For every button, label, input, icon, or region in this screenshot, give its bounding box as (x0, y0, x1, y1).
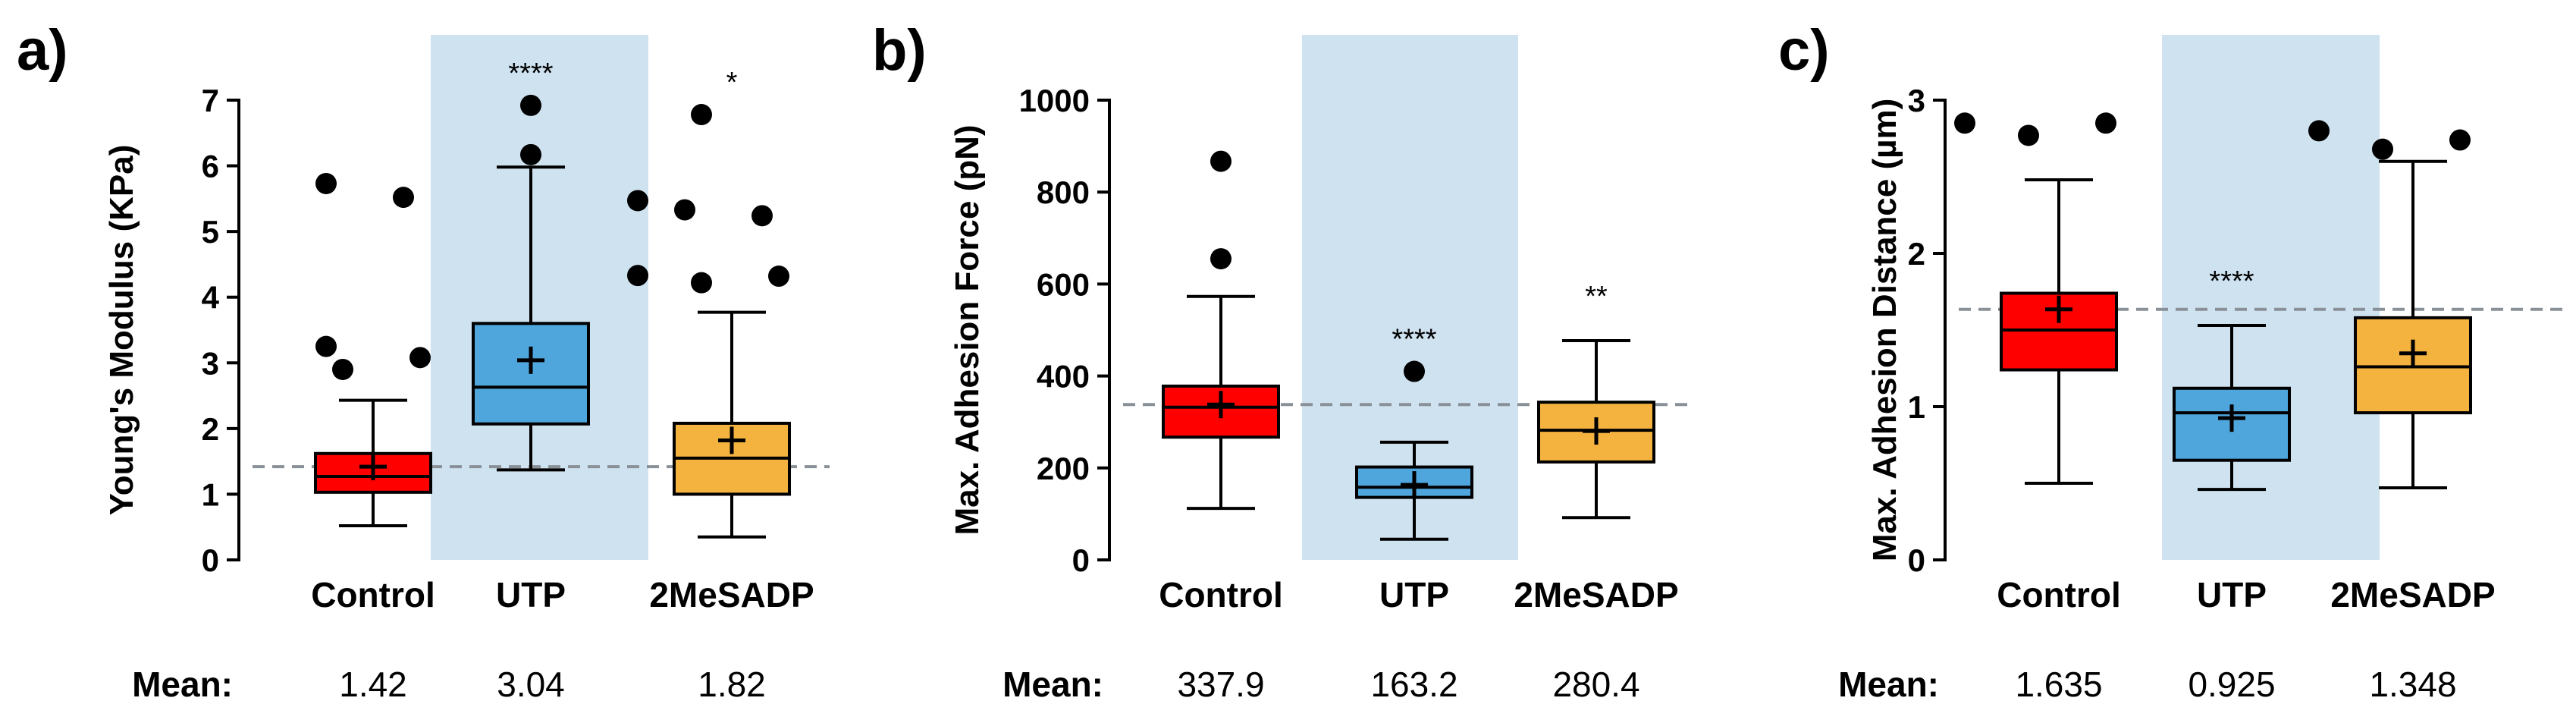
y-tick-label: 0 (1908, 542, 1925, 578)
y-tick-label: 1 (1908, 389, 1925, 425)
outlier-point (520, 143, 541, 165)
y-axis-title: Max. Adhesion Distance (µm) (1866, 99, 1903, 562)
panel-2: b) 0 200 400 600 800 1000 Max. Adhesion Force (… (872, 18, 1695, 704)
x-category-label: 2MeSADP (2330, 575, 2495, 615)
significance-label: **** (2209, 266, 2254, 297)
outlier-point (2095, 112, 2116, 134)
mean-value: 1.635 (2015, 665, 2102, 704)
outlier-point (2372, 138, 2393, 160)
outlier-point (1954, 112, 1975, 134)
outlier-point (2018, 124, 2039, 146)
outlier-point (691, 272, 712, 294)
y-axis-title: Max. Adhesion Force (pN) (949, 124, 986, 535)
y-axis-title: Young's Modulus (KPa) (103, 145, 140, 516)
y-tick-label: 400 (1037, 359, 1090, 395)
mean-value: 337.9 (1177, 665, 1264, 704)
outlier-point (1210, 248, 1232, 270)
outlier-point (315, 172, 337, 194)
x-category-label: UTP (2197, 575, 2267, 615)
panel-letter: c) (1778, 18, 1830, 83)
outlier-point (691, 104, 712, 126)
x-category-label: Control (1159, 575, 1283, 615)
box-2mesadp (2308, 120, 2472, 490)
y-tick-label: 0 (1072, 542, 1090, 578)
mean-row-label: Mean: (1002, 665, 1103, 704)
x-category-label: Control (311, 575, 435, 615)
mean-row-label: Mean: (1838, 665, 1939, 704)
y-tick-label: 600 (1037, 266, 1090, 302)
outlier-point (768, 266, 789, 288)
significance-label: ** (1585, 281, 1608, 313)
outlier-point (674, 199, 695, 221)
outlier-point (332, 358, 353, 380)
y-tick-label: 6 (202, 149, 219, 184)
significance-label: * (726, 67, 738, 99)
outlier-point (751, 205, 773, 227)
box-utp: **** (1355, 324, 1473, 541)
mean-value: 3.04 (497, 665, 565, 704)
mean-row-label: Mean: (132, 665, 233, 704)
outlier-point (2449, 129, 2471, 151)
box-control (1162, 150, 1280, 511)
outlier-point (1210, 150, 1232, 172)
y-tick-label: 3 (202, 345, 219, 381)
y-tick-label: 4 (202, 280, 220, 316)
x-category-label: 2MeSADP (1514, 575, 1678, 615)
outlier-point (393, 187, 414, 209)
y-tick-label: 2 (202, 411, 219, 447)
significance-label: **** (1392, 324, 1436, 356)
y-tick-label: 1000 (1019, 83, 1090, 118)
outlier-point (627, 190, 648, 212)
mean-value: 1.82 (698, 665, 766, 704)
outlier-point (315, 335, 337, 357)
x-category-label: Control (1997, 575, 2121, 615)
box-utp: **** (472, 58, 590, 472)
y-tick-label: 3 (1908, 83, 1925, 118)
mean-value: 163.2 (1370, 665, 1457, 704)
x-category-label: 2MeSADP (649, 575, 814, 615)
highlight-band (2162, 35, 2380, 560)
box-control (1954, 112, 2118, 485)
y-tick-label: 0 (202, 542, 219, 578)
x-category-label: UTP (1379, 575, 1449, 615)
outlier-point (627, 265, 648, 287)
mean-value: 280.4 (1552, 665, 1639, 704)
panel-letter: b) (872, 18, 927, 83)
mean-value: 1.348 (2369, 665, 2456, 704)
box-control (314, 172, 432, 527)
outlier-point (520, 94, 541, 116)
y-tick-label: 800 (1037, 174, 1090, 210)
panel-letter: a) (17, 18, 68, 83)
panel-1: a) 0 1 2 3 4 5 6 7 Young's Modulus (KPa) Control 1.… (17, 18, 830, 704)
outlier-point (409, 347, 431, 369)
box-utp: **** (2173, 266, 2291, 492)
box-2mesadp: ** (1537, 281, 1655, 520)
y-tick-label: 7 (202, 83, 219, 118)
y-tick-label: 200 (1037, 451, 1090, 486)
outlier-point (2308, 120, 2330, 142)
y-tick-label: 2 (1908, 236, 1925, 272)
outlier-point (1404, 360, 1425, 382)
highlight-band (431, 35, 648, 560)
x-category-label: UTP (496, 575, 566, 615)
significance-label: **** (508, 58, 553, 90)
mean-value: 1.42 (339, 665, 407, 704)
y-tick-label: 1 (202, 476, 219, 512)
y-tick-label: 5 (202, 214, 219, 250)
mean-value: 0.925 (2188, 665, 2275, 704)
box-2mesadp: * (627, 67, 791, 539)
